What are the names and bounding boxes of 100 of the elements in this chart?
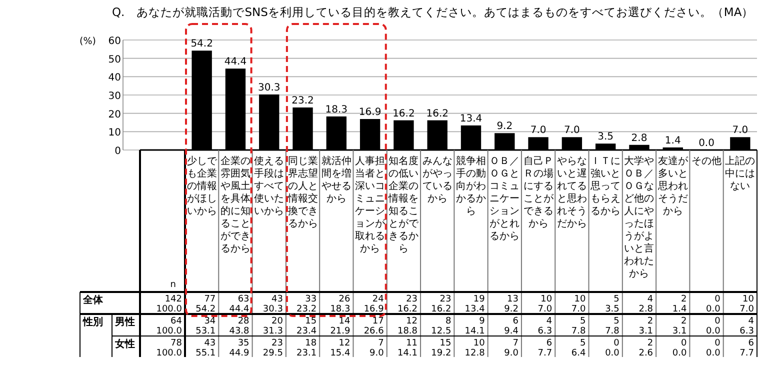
data-label: 3.5 xyxy=(605,304,620,314)
data-label: 0.0 xyxy=(706,304,721,314)
y-tick-label: 30 xyxy=(108,91,121,102)
text: 19 xyxy=(473,294,485,304)
text: 6 7.7 xyxy=(538,338,552,358)
y-tick-label: 20 xyxy=(108,109,121,120)
text: 23.2 xyxy=(292,95,314,106)
y-axis-title: (%) xyxy=(80,36,96,47)
text: 13.4 xyxy=(460,113,482,124)
text: 1.4 xyxy=(664,135,681,146)
text: 女性 xyxy=(114,338,135,350)
text: 78 100.0 xyxy=(156,338,182,358)
text: n xyxy=(170,280,176,290)
data-label: 30.3 xyxy=(262,304,283,314)
x-tick-label: 友達が多いと思われそうだから xyxy=(656,155,689,217)
text: 2 2.6 xyxy=(638,338,654,358)
text: 6 9.4 xyxy=(504,316,519,336)
text: 7.0 xyxy=(530,125,546,136)
text: 30.3 xyxy=(258,82,280,94)
text: 10 12.8 xyxy=(464,338,486,358)
text: 2 3.1 xyxy=(672,316,687,336)
x-tick-label: 使える手段はすべて使いたいから xyxy=(254,156,284,217)
y-tick-label: 40 xyxy=(108,72,121,84)
text: 14 21.9 xyxy=(330,316,351,336)
data-label: 7.0 xyxy=(571,304,586,314)
text: 20 31.3 xyxy=(262,316,284,336)
y-tick-label: 0 xyxy=(114,146,121,157)
text: 16.9 xyxy=(358,107,382,118)
text: 5 7.8 xyxy=(571,316,586,336)
data-label: 7.0 xyxy=(740,304,754,314)
text: 6 7.7 xyxy=(740,338,754,358)
text: 7.0 xyxy=(732,125,748,136)
text: 18 23.1 xyxy=(296,338,317,358)
data-label: 7.0 xyxy=(538,304,552,314)
text: 43 55.1 xyxy=(196,338,216,358)
text: 2.8 xyxy=(631,132,648,144)
text: 0 xyxy=(714,294,720,304)
text: 5 xyxy=(614,294,620,304)
text: 0 0.0 xyxy=(605,338,620,358)
text: 33 xyxy=(305,294,317,304)
data-label: 23.2 xyxy=(296,304,317,314)
data-label: 16.2 xyxy=(431,304,452,314)
text: 0 0.0 xyxy=(672,338,687,358)
text: 44.4 xyxy=(224,56,247,68)
text: 5 7.8 xyxy=(605,316,620,336)
text: 24 xyxy=(372,294,384,304)
x-tick-label: 企業の雰囲気や風土を具体的に知ることができるから xyxy=(220,155,250,254)
text: 43 xyxy=(271,294,283,304)
text: 0.0 xyxy=(698,138,714,149)
x-tick-label: その他 xyxy=(692,155,722,167)
data-label: 18.3 xyxy=(330,304,350,314)
text: 142 100.0 xyxy=(156,294,182,314)
text: 63 xyxy=(238,294,250,304)
text: 23 29.5 xyxy=(262,338,283,358)
text: 3.5 xyxy=(598,132,614,143)
text: 64 100.0 xyxy=(156,316,182,336)
text: 23 xyxy=(440,294,452,304)
text: 7.0 xyxy=(564,125,580,136)
text: 35 44.9 xyxy=(229,338,250,358)
x-tick-label: 上記の中にはない xyxy=(725,155,756,192)
text: 7 9.0 xyxy=(370,338,384,358)
data-label: 13.4 xyxy=(464,304,486,314)
x-tick-label: 人事担当者と深いコミュニケーションが取れるから xyxy=(355,155,386,254)
text: 9 14.1 xyxy=(464,316,486,336)
text: 4 6.3 xyxy=(740,316,754,336)
text: 18.3 xyxy=(325,104,348,116)
text: 0 0.0 xyxy=(706,338,721,358)
text: 16.2 xyxy=(426,108,448,120)
text: 2 3.1 xyxy=(638,316,654,336)
y-tick-label: 60 xyxy=(108,36,121,47)
text: 13 xyxy=(507,294,518,304)
data-label: 44.4 xyxy=(229,304,250,314)
text: 23 xyxy=(406,294,418,304)
x-tick-label: 少しでも企業の情報がほしいから xyxy=(186,155,218,217)
x-tick-label: 知名度の低い企業の情報を知ることができるから xyxy=(388,155,420,254)
text: 16.2 xyxy=(392,108,415,120)
x-tick-label: みんながやっているから xyxy=(422,156,452,204)
text: 9.2 xyxy=(496,121,513,132)
chart-title: Q. あなたが就職活動でSNSを利用している目的を教えてください。あてはまるものをすべてお選びください。（MA） xyxy=(112,5,754,19)
text: 28 43.8 xyxy=(229,316,250,336)
text: 12 18.8 xyxy=(397,316,418,336)
text: 15 19.2 xyxy=(431,338,452,358)
data-label: 16.9 xyxy=(364,304,384,314)
data-label: 16.2 xyxy=(397,304,418,314)
text: 77 xyxy=(204,294,216,304)
text: 34 53.1 xyxy=(196,316,216,336)
y-tick-label: 50 xyxy=(108,54,121,66)
text: 全体 xyxy=(82,294,104,306)
text: 7 9.0 xyxy=(504,338,519,358)
data-label: 2.8 xyxy=(638,304,654,314)
x-tick-label: 就活仲間を増やせるから xyxy=(321,155,352,204)
text: 26 xyxy=(338,294,350,304)
category-label: 大学やＯＢ／ＯＧなど他の人にやったほうがよいと言われたから xyxy=(624,156,654,280)
text: 5 6.4 xyxy=(571,338,586,358)
data-label: 1.4 xyxy=(672,304,687,314)
text: 2 xyxy=(680,294,687,304)
text: 4 xyxy=(647,294,654,304)
x-tick-label: やらないと遅れてると思われそうだから xyxy=(556,156,587,230)
x-tick-label: ＩＴに強いと思ってもらえるから xyxy=(590,156,621,217)
text: 8 12.5 xyxy=(431,316,452,336)
